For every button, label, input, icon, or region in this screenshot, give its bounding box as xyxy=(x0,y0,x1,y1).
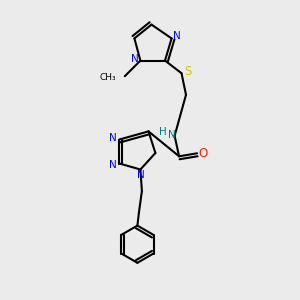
Text: N: N xyxy=(109,160,117,170)
Text: S: S xyxy=(184,65,192,79)
Text: N: N xyxy=(137,170,145,181)
Text: CH₃: CH₃ xyxy=(100,73,116,82)
Text: H: H xyxy=(159,127,167,137)
Text: N: N xyxy=(168,130,176,140)
Text: O: O xyxy=(199,147,208,160)
Text: N: N xyxy=(109,133,117,143)
Text: N: N xyxy=(131,54,139,64)
Text: N: N xyxy=(173,31,181,41)
